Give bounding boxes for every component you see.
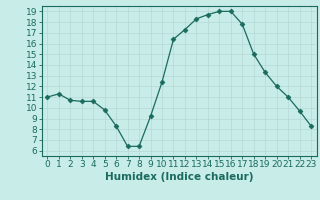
X-axis label: Humidex (Indice chaleur): Humidex (Indice chaleur) (105, 172, 253, 182)
